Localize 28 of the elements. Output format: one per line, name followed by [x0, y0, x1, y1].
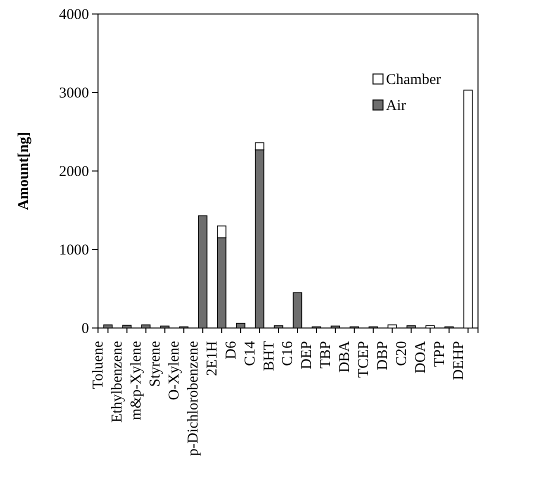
y-tick-label: 4000: [59, 6, 89, 23]
x-tick-label: C20: [394, 341, 410, 366]
x-tick-label: C14: [242, 340, 258, 366]
x-tick-label: Ethylbenzene: [110, 340, 126, 423]
x-tick-label: TCEP: [356, 341, 372, 378]
x-tick-label: 2E1H: [204, 340, 220, 376]
x-tick-label: BHT: [261, 341, 278, 371]
y-tick-label: 1000: [59, 242, 89, 258]
x-tick-label: Toluene: [90, 340, 107, 390]
x-tick-label: p-Dichlorobenzene: [185, 340, 202, 456]
x-tick-label: DEHP: [450, 341, 467, 380]
x-tick-label: C16: [280, 340, 296, 366]
x-tick-label: DEP: [299, 341, 316, 370]
x-tick-label: m&p-Xylene: [128, 340, 145, 420]
legend-label: Air: [386, 98, 406, 114]
x-tick-label: O-Xylene: [166, 340, 183, 400]
y-tick-label: 2000: [59, 164, 89, 180]
x-tick-label: TPP: [432, 341, 448, 367]
x-tick-label: DBA: [337, 340, 354, 373]
x-tick-label: DOA: [412, 340, 429, 374]
x-tick-label: DBP: [374, 341, 391, 370]
x-tick-label: D6: [223, 340, 240, 360]
y-tick-label: 0: [82, 320, 89, 337]
x-tick-label: Styrene: [148, 340, 164, 387]
legend-label: Chamber: [386, 72, 441, 88]
y-axis-title: Amount[ng]: [16, 132, 32, 210]
y-tick-label: 3000: [59, 85, 89, 102]
x-tick-label: TBP: [318, 341, 334, 369]
